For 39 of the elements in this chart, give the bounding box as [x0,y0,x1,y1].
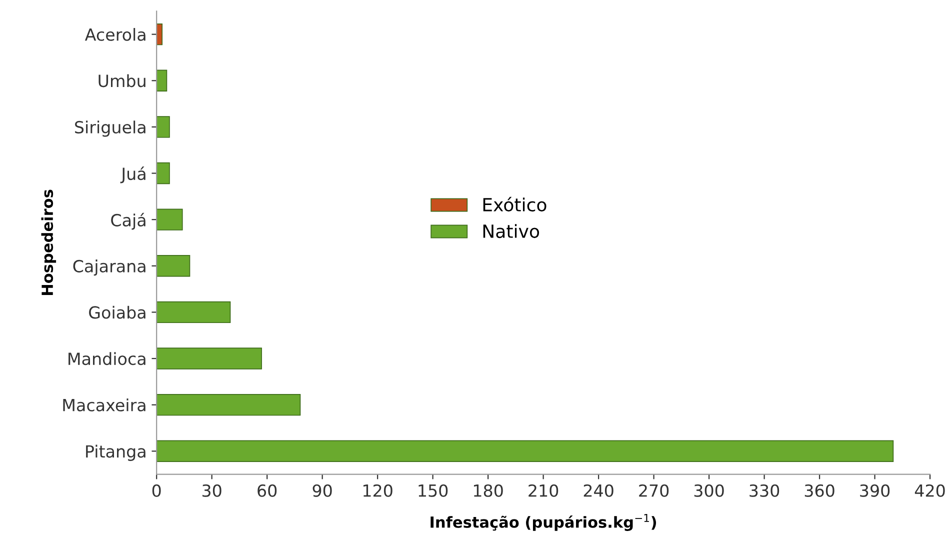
x-tick-label: 180 [474,484,503,497]
y-tick-label: Cajá [111,212,146,230]
y-tick-label: Juá [120,166,146,184]
x-tick-label: 30 [202,484,222,497]
bar [156,208,183,230]
y-tick-label: Acerola [84,28,146,41]
legend-label: Exótico [483,196,546,212]
y-tick-label: Cajarana [73,260,146,276]
bar [156,255,190,277]
x-tick-label: 210 [528,484,558,497]
x-tick-label: 240 [584,484,614,497]
x-tick-label: 420 [914,484,945,497]
bar [156,116,170,138]
bar [156,70,168,92]
y-tick-label: Siriguela [75,120,146,137]
bar [156,162,170,184]
x-tick-label: 390 [860,484,890,497]
y-axis-title: Hospedeiros [41,190,56,295]
y-tick-label: Pitanga [86,444,146,461]
bar [156,348,262,370]
bar [156,301,231,324]
x-tick-label: 330 [750,484,780,497]
x-axis-title: Infestação (pupários.kg$^{−1}$) [430,514,656,531]
x-tick-label: 120 [363,484,392,497]
x-tick-label: 300 [694,484,724,497]
x-tick-label: 150 [418,484,448,497]
y-tick-label: Mandioca [68,352,146,366]
bar [156,440,894,462]
bar [156,23,163,46]
x-tick-label: 270 [639,484,669,497]
x-tick-label: 90 [312,484,332,497]
x-tick-label: 360 [804,484,834,497]
x-tick-label: 0 [152,484,161,497]
y-tick-label: Macaxeira [63,398,146,412]
y-tick-label: Goiaba [89,306,146,319]
y-tick-label: Umbu [98,74,146,88]
legend-label: Nativo [483,224,540,238]
bar [156,394,301,416]
x-tick-label: 60 [258,484,277,497]
